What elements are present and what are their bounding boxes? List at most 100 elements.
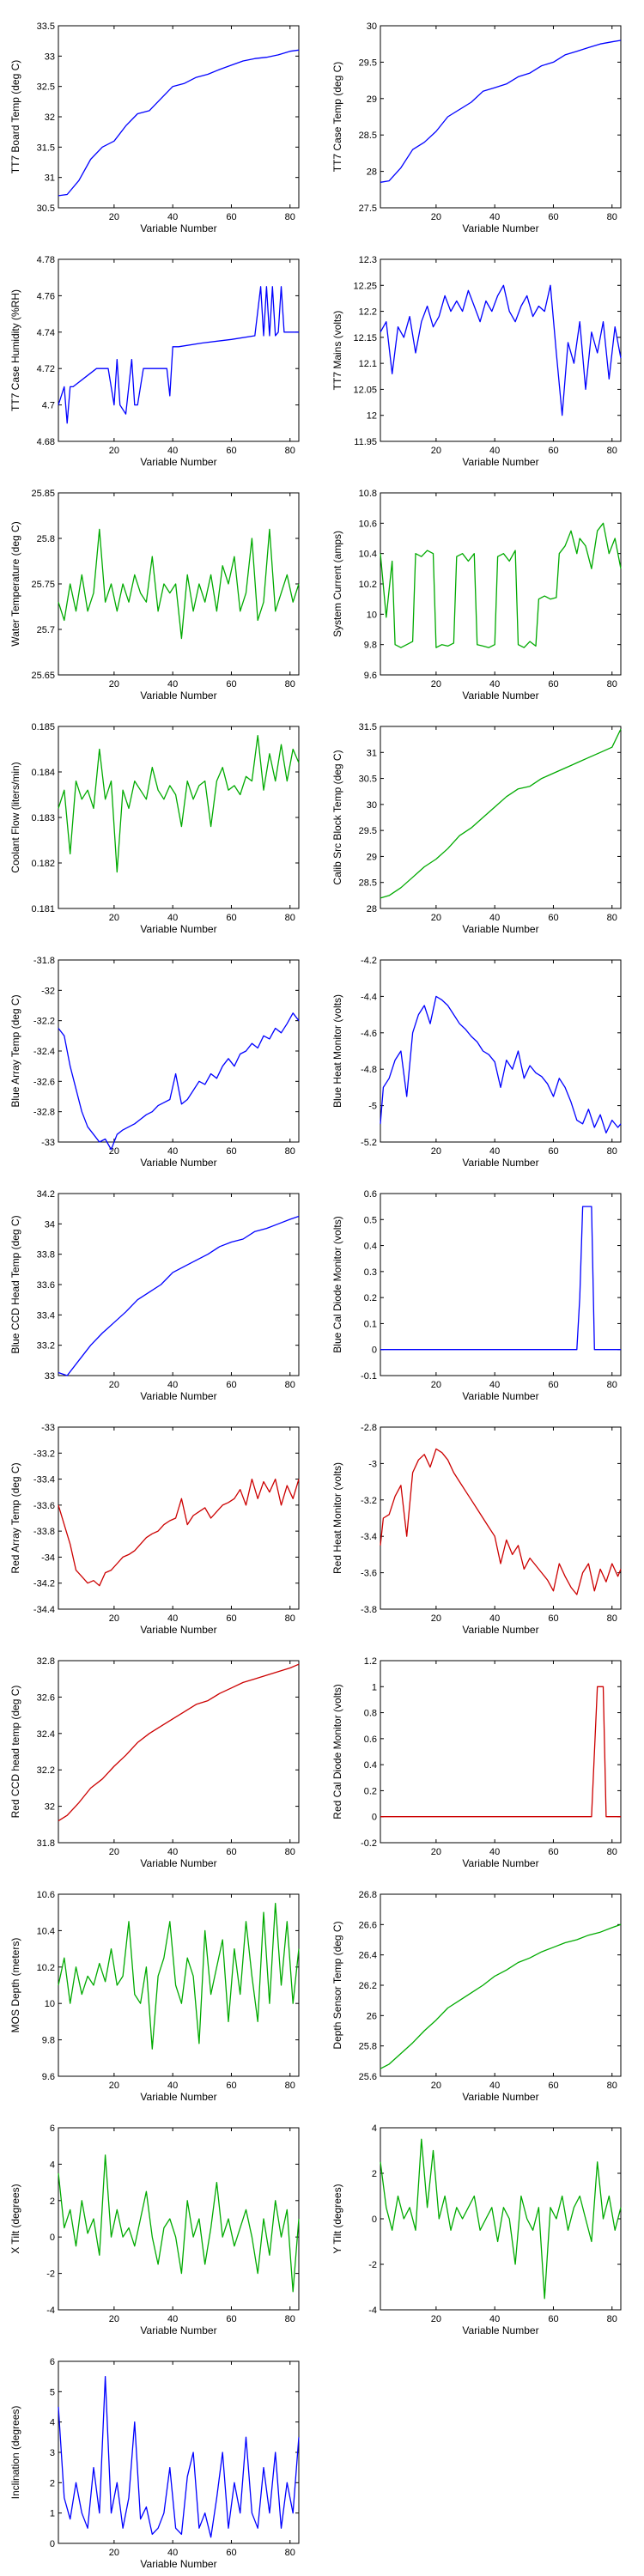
plot-frame [58, 1426, 300, 1610]
y-axis-label: Blue Cal Diode Monitor (volts) [331, 1216, 343, 1352]
x-tick-label: 20 [431, 2314, 441, 2324]
x-tick-label: 60 [226, 1613, 236, 1624]
x-tick-label: 40 [167, 1613, 178, 1624]
y-axis-label: Blue Heat Monitor (volts) [331, 994, 343, 1108]
x-tick-label: 60 [226, 1847, 236, 1857]
plot-frame [58, 258, 300, 442]
plot-frame [380, 1893, 622, 2077]
x-axis-label: Variable Number [462, 2091, 538, 2103]
x-tick-label: 40 [489, 2081, 500, 2091]
series-line [58, 49, 300, 197]
x-tick-label: 80 [285, 2081, 295, 2091]
y-tick-label: 6 [50, 2357, 55, 2367]
y-tick-label: 0.185 [31, 722, 55, 732]
y-axis-label: Y Tilt (degrees) [331, 2184, 343, 2253]
y-tick-label: 0.2 [364, 1786, 377, 1796]
y-axis-label: Water Temperature (deg C) [9, 521, 21, 646]
chart-svg: 20 40 60 80 -0.2 0 0.2 0.4 0.6 0.8 1 1.2 Variable Nu… [331, 1656, 622, 1869]
series-line [380, 39, 622, 183]
y-tick-label: 12 [367, 411, 377, 422]
x-tick-label: 40 [167, 913, 178, 923]
x-axis-label: Variable Number [462, 923, 538, 935]
chart-panel-7: 20 40 60 80 0.181 0.182 0.183 0.184 0.185 Variabl… [0, 701, 322, 935]
x-tick-label: 20 [431, 1146, 441, 1157]
x-tick-label: 60 [226, 679, 236, 690]
y-tick-label: -3.6 [361, 1569, 377, 1579]
x-tick-label: 40 [167, 1847, 178, 1857]
y-tick-label: 0 [372, 1346, 377, 1356]
y-tick-label: 0.8 [364, 1709, 377, 1719]
x-tick-label: 60 [226, 212, 236, 222]
x-tick-label: 60 [226, 1146, 236, 1157]
plot-frame [58, 959, 300, 1143]
x-axis-label: Variable Number [140, 2324, 216, 2336]
x-tick-label: 40 [489, 212, 500, 222]
y-tick-label: 4.68 [37, 437, 55, 447]
chart-panel-2: 20 40 60 80 27.5 28 28.5 29 29.5 30 Variable Numbe… [322, 0, 644, 234]
x-tick-label: 20 [109, 679, 119, 690]
plot-frame [380, 959, 622, 1143]
x-tick-label: 80 [285, 679, 295, 690]
chart-svg: 20 40 60 80 30.5 31 31.5 32 32.5 33 33.5 Variable N… [9, 21, 300, 234]
y-axis-label: Calib Src Block Temp (deg C) [331, 750, 343, 884]
series-line [58, 2376, 300, 2538]
chart-panel-1: 20 40 60 80 30.5 31 31.5 32 32.5 33 33.5 Variable N… [0, 0, 322, 234]
x-axis-label: Variable Number [462, 456, 538, 468]
plot-frame [58, 2127, 300, 2311]
series-line [380, 2138, 622, 2300]
y-axis-label: System Current (amps) [331, 531, 343, 637]
series-line [380, 1686, 621, 1818]
y-tick-label: 28 [367, 904, 377, 914]
y-tick-label: 6 [50, 2123, 55, 2134]
x-tick-label: 80 [285, 1847, 295, 1857]
chart-panel-9: 20 40 60 80 -33 -32.8 -32.6 -32.4 -32.2 -32 -31.8 V… [0, 934, 322, 1169]
y-tick-label: -33.6 [33, 1501, 55, 1511]
x-tick-label: 80 [285, 1380, 295, 1390]
chart-panel-12: 20 40 60 80 -0.1 0 0.1 0.2 0.3 0.4 0.5 0.6 Variable … [322, 1168, 644, 1402]
x-tick-label: 60 [548, 1146, 558, 1157]
series-line [380, 1206, 621, 1351]
series-line [380, 1448, 622, 1595]
y-tick-label: 31.8 [37, 1838, 55, 1849]
y-tick-label: 25.85 [31, 489, 55, 499]
x-axis-label: Variable Number [140, 923, 216, 935]
y-tick-label: -34.2 [33, 1579, 55, 1589]
x-axis-label: Variable Number [140, 1624, 216, 1636]
y-tick-label: -2 [46, 2269, 55, 2280]
y-tick-label: 10.2 [359, 580, 377, 590]
y-tick-label: -32.4 [33, 1047, 55, 1057]
y-axis-label: Red Cal Diode Monitor (volts) [331, 1684, 343, 1819]
chart-panel-19: 20 40 60 80 -4 -2 0 2 4 6 Variable Number X Tilt (d… [0, 2102, 322, 2336]
x-tick-label: 40 [489, 2314, 500, 2324]
y-tick-label: -2.8 [361, 1423, 377, 1433]
y-tick-label: -32.8 [33, 1108, 55, 1118]
y-tick-label: 10.2 [37, 1963, 55, 1973]
y-tick-label: 32.6 [37, 1692, 55, 1703]
y-tick-label: 32.5 [37, 82, 55, 93]
chart-svg: 20 40 60 80 -34.4 -34.2 -34 -33.8 -33.6 -33.4 -33.… [9, 1423, 300, 1636]
y-tick-label: 0.181 [31, 904, 55, 914]
y-tick-label: 32.4 [37, 1729, 55, 1740]
chart-panel-8: 20 40 60 80 28 28.5 29 29.5 30 30.5 31 31.5 Variable… [322, 701, 644, 935]
x-tick-label: 40 [167, 2548, 178, 2558]
x-tick-label: 60 [548, 679, 558, 690]
y-tick-label: 32 [45, 1802, 55, 1813]
y-tick-label: -4.2 [361, 956, 377, 966]
x-tick-label: 60 [548, 913, 558, 923]
y-tick-label: 10.4 [359, 550, 377, 560]
x-tick-label: 20 [431, 1380, 441, 1390]
x-tick-label: 80 [607, 1847, 617, 1857]
y-axis-label: Blue Array Temp (deg C) [9, 994, 21, 1107]
x-axis-label: Variable Number [140, 1857, 216, 1869]
chart-svg: 20 40 60 80 4.68 4.7 4.72 4.74 4.76 4.78 Variable … [9, 255, 300, 468]
x-tick-label: 40 [167, 446, 178, 456]
y-tick-label: 0.4 [364, 1760, 377, 1771]
y-axis-label: Red Heat Monitor (volts) [331, 1462, 343, 1574]
y-tick-label: -32 [41, 986, 55, 996]
chart-svg: 20 40 60 80 33 33.2 33.4 33.6 33.8 34 34.2 Variable… [9, 1189, 300, 1402]
y-tick-label: 29 [367, 852, 377, 862]
x-tick-label: 20 [109, 1613, 119, 1624]
y-tick-label: 25.65 [31, 671, 55, 681]
y-tick-label: 12.1 [359, 359, 377, 369]
